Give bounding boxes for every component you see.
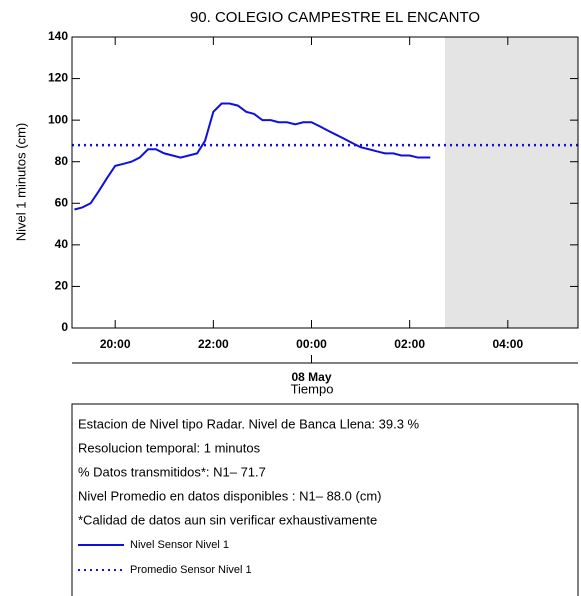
x-tick-label: 22:00	[198, 337, 229, 351]
x-tick-label: 20:00	[100, 337, 131, 351]
info-line: Estacion de Nivel tipo Radar. Nivel de B…	[78, 416, 420, 431]
y-tick-label: 80	[55, 154, 69, 168]
x-tick-label: 04:00	[492, 337, 523, 351]
info-line: Nivel Promedio en datos disponibles : N1…	[78, 488, 381, 503]
plot-frame	[71, 36, 579, 329]
info-line: Resolucion temporal: 1 minutos	[78, 440, 261, 455]
y-tick-label: 120	[48, 71, 68, 85]
legend-box	[71, 403, 579, 596]
x-axis-label: Tiempo	[291, 381, 334, 396]
x-tick-label: 02:00	[394, 337, 425, 351]
info-line: % Datos transmitidos*: N1– 71.7	[78, 464, 266, 479]
y-tick-label: 60	[55, 195, 69, 209]
y-tick-label: 0	[61, 320, 68, 334]
info-line: *Calidad de datos aun sin verificar exha…	[78, 512, 377, 527]
data-line	[74, 102, 431, 211]
y-tick-label: 100	[48, 112, 68, 126]
legend-label: Promedio Sensor Nivel 1	[130, 564, 252, 576]
chart-title: 90. COLEGIO CAMPESTRE EL ENCANTO	[190, 9, 480, 26]
y-tick-label: 20	[55, 279, 69, 293]
y-tick-label: 140	[48, 29, 68, 43]
y-tick-label: 40	[55, 237, 69, 251]
no-data-region	[444, 37, 578, 328]
date-tick-label: 08 May	[291, 370, 331, 384]
legend-label: Nivel Sensor Nivel 1	[130, 539, 229, 551]
y-axis-label: Nivel 1 minutos (cm)	[13, 123, 28, 241]
x-tick-label: 00:00	[296, 337, 327, 351]
